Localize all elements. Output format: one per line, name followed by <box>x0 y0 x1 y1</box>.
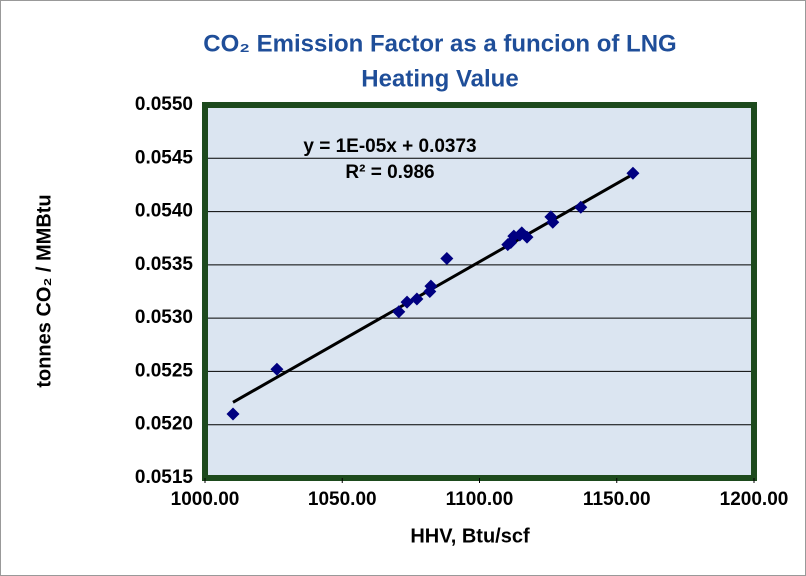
data-point <box>424 279 438 293</box>
data-point <box>226 407 240 421</box>
chart-title: CO₂ Emission Factor as a funcion of LNG <box>203 30 676 57</box>
x-tick-label: 1200.00 <box>720 489 789 510</box>
plot-area <box>205 105 754 478</box>
x-axis-label: HHV, Btu/scf <box>410 525 530 547</box>
y-tick-label: 0.0545 <box>135 147 194 168</box>
trend-equation: y = 1E-05x + 0.0373 <box>303 136 476 157</box>
y-tick-label: 0.0515 <box>135 467 194 488</box>
y-axis-label: tonnes CO₂ / MMBtu <box>33 194 55 387</box>
data-point <box>410 292 424 306</box>
y-tick-label: 0.0535 <box>135 254 194 275</box>
y-tick-label: 0.0530 <box>135 307 193 328</box>
data-point <box>574 200 588 214</box>
x-tick-label: 1100.00 <box>446 489 514 510</box>
data-point <box>440 251 454 265</box>
x-tick-label: 1000.00 <box>171 489 240 510</box>
x-tick-label: 1050.00 <box>308 489 377 510</box>
data-point <box>392 305 406 319</box>
chart-title: Heating Value <box>361 65 518 92</box>
data-point <box>400 295 414 309</box>
y-tick-label: 0.0550 <box>135 94 193 115</box>
data-point <box>520 230 534 244</box>
data-point <box>504 235 518 249</box>
r-squared: R² = 0.986 <box>345 162 434 183</box>
y-tick-label: 0.0540 <box>135 201 193 222</box>
y-tick-label: 0.0525 <box>135 360 194 381</box>
data-point <box>546 215 560 229</box>
x-tick-label: 1150.00 <box>583 489 651 510</box>
data-point <box>626 166 640 180</box>
data-point <box>270 362 284 376</box>
y-tick-label: 0.0520 <box>135 414 193 435</box>
